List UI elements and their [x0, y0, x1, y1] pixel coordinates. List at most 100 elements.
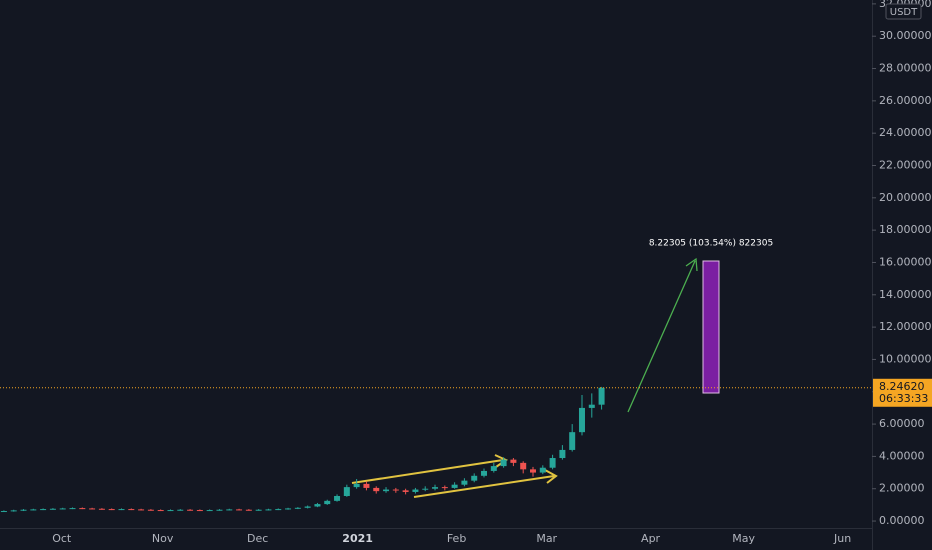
candle-body: [373, 487, 380, 492]
candle-body: [500, 459, 507, 467]
drawings: [351, 257, 720, 498]
candle-body: [481, 470, 488, 476]
candle-body: [412, 489, 419, 492]
candle-body: [177, 509, 184, 511]
y-tick-label: 28.00000: [879, 62, 932, 75]
y-tick-label: 6.00000: [879, 417, 925, 430]
y-tick-label: 4.00000: [879, 449, 925, 462]
candle-body: [304, 506, 311, 508]
candle-body: [226, 509, 233, 511]
x-tick-label: 2021: [342, 532, 373, 545]
candle-body: [265, 509, 272, 511]
candle-body: [196, 510, 203, 512]
candle-body: [20, 509, 27, 511]
candle-body: [89, 508, 96, 510]
candle-body: [353, 483, 360, 488]
candle-body: [441, 487, 448, 489]
y-tick-label: 30.00000: [879, 29, 932, 42]
candle-body: [128, 509, 135, 511]
candle-body: [255, 509, 262, 511]
unit-box: USDT: [885, 3, 922, 20]
x-tick-label: Dec: [247, 532, 268, 545]
candle-body: [383, 489, 390, 492]
candle-body: [588, 404, 595, 408]
candle-body: [539, 467, 546, 473]
y-tick-label: 24.00000: [879, 126, 932, 139]
candle-body: [10, 510, 17, 512]
x-tick-label: May: [732, 532, 755, 545]
candle-body: [108, 509, 115, 511]
y-tick-label: 16.00000: [879, 255, 932, 268]
candle-body: [157, 510, 164, 512]
candle-body: [471, 475, 478, 481]
x-tick-label: Feb: [447, 532, 466, 545]
candle-body: [363, 483, 370, 488]
candle-body: [490, 466, 497, 471]
candle-body: [520, 462, 527, 470]
y-tick-label: 2.00000: [879, 482, 925, 495]
candle-body: [529, 469, 536, 473]
green-arrow: [627, 257, 698, 413]
candle-body: [392, 489, 399, 491]
candle-body: [314, 504, 321, 507]
y-tick-label: 22.00000: [879, 158, 932, 171]
candle-body: [79, 508, 86, 510]
candle-body: [402, 490, 409, 492]
candle-body: [334, 496, 341, 501]
candle-body: [549, 458, 556, 468]
candle-body: [422, 488, 429, 490]
candle-body: [147, 509, 154, 511]
candle-body: [138, 509, 145, 511]
candle-body: [578, 407, 585, 433]
candle-body: [187, 509, 194, 511]
x-tick-label: Apr: [641, 532, 661, 545]
measure-label: 8.22305 (103.54%) 822305: [649, 239, 773, 249]
x-tick-label: Oct: [52, 532, 72, 545]
candle-body: [510, 459, 517, 463]
candle-body: [461, 480, 468, 485]
candle-body: [206, 510, 213, 512]
candle-body: [167, 510, 174, 512]
candle-body: [98, 508, 105, 510]
unit-border: [885, 3, 922, 20]
candle-body: [0, 511, 7, 513]
candle-body: [69, 508, 76, 510]
candle-body: [324, 500, 331, 505]
y-tick-label: 18.00000: [879, 223, 932, 236]
candle-body: [569, 432, 576, 450]
candle-body: [118, 509, 125, 511]
countdown-label: 06:33:33: [879, 392, 928, 405]
x-tick-label: Nov: [152, 532, 174, 545]
unit-label: USDT: [890, 7, 918, 18]
candle-body: [236, 509, 243, 511]
candle-body: [598, 387, 605, 405]
y-tick-label: 12.00000: [879, 320, 932, 333]
candle-body: [343, 487, 350, 496]
candle-body: [432, 487, 439, 489]
measure-box: [702, 260, 720, 394]
candle-body: [59, 508, 66, 510]
y-tick-label: 14.00000: [879, 288, 932, 301]
candle-body: [451, 484, 458, 488]
last-price-label: 8.24620: [879, 380, 925, 393]
x-tick-label: Jun: [833, 532, 851, 545]
y-tick-label: 0.00000: [879, 514, 925, 527]
candle-body: [49, 508, 56, 510]
candle-body: [30, 509, 37, 511]
y-tick-label: 20.00000: [879, 191, 932, 204]
candle-body: [559, 449, 566, 459]
yellow-arrow-lower: [413, 469, 558, 498]
candle-body: [294, 507, 301, 509]
y-tick-label: 26.00000: [879, 94, 932, 107]
candle-body: [40, 509, 47, 511]
candle-body: [285, 508, 292, 510]
candle-body: [216, 509, 223, 511]
last-price-box: [873, 378, 932, 407]
candle-body: [275, 509, 282, 511]
x-tick-label: Mar: [536, 532, 557, 545]
candle-body: [245, 509, 252, 511]
y-tick-label: 10.00000: [879, 352, 932, 365]
